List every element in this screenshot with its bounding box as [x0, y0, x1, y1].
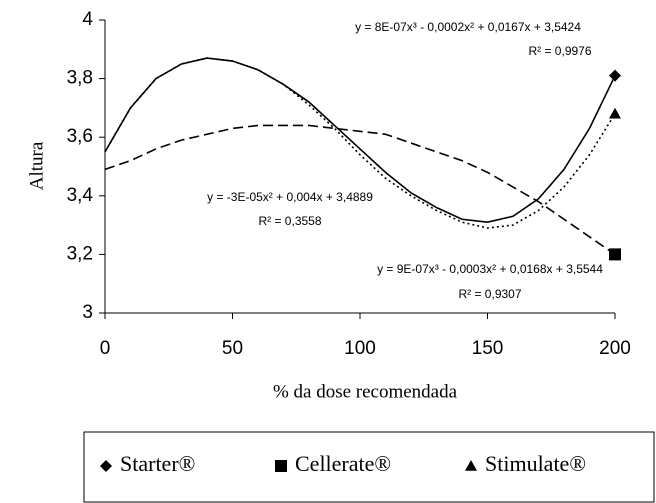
y-tick-label: 3,4: [67, 185, 94, 206]
legend-marker: [465, 460, 477, 471]
y-tick-label: 3: [82, 302, 93, 323]
trend-r2: R² = 0,9976: [528, 44, 591, 58]
trend-equation: y = -3E-05x² + 0,004x + 3,4889: [207, 190, 373, 204]
trend-line: [104, 124, 616, 256]
x-tick-label: 150: [472, 338, 504, 359]
marker: [609, 69, 621, 82]
x-tick-label: 200: [599, 338, 631, 359]
y-tick-label: 4: [82, 9, 93, 30]
trend-r2: R² = 0,9307: [458, 287, 521, 301]
x-tick-label: 50: [222, 338, 243, 359]
legend-label: Starter®: [120, 451, 195, 476]
trend-r2: R² = 0,3558: [258, 214, 321, 228]
trend-line: [104, 57, 616, 229]
trend-equation: y = 8E-07x³ - 0,0002x² + 0,0167x + 3,542…: [355, 20, 581, 34]
legend-marker: [100, 460, 112, 472]
marker: [609, 248, 621, 261]
legend-label: Stimulate®: [485, 451, 586, 476]
y-axis-label: Altura: [26, 141, 47, 190]
y-tick-label: 3,6: [67, 126, 93, 147]
trend-line: [104, 57, 616, 223]
legend-box: [83, 431, 655, 503]
trend-equation: y = 9E-07x³ - 0,0003x² + 0,0168x + 3,554…: [377, 262, 603, 276]
y-tick-label: 3,8: [67, 68, 93, 89]
y-tick-label: 3,2: [67, 243, 93, 264]
x-tick-label: 100: [344, 338, 376, 359]
marker: [609, 107, 621, 119]
legend-label: Cellerate®: [295, 451, 391, 476]
legend-marker: [275, 460, 287, 472]
x-axis-label: % da dose recomendada: [273, 381, 458, 402]
x-tick-label: 0: [100, 338, 111, 359]
